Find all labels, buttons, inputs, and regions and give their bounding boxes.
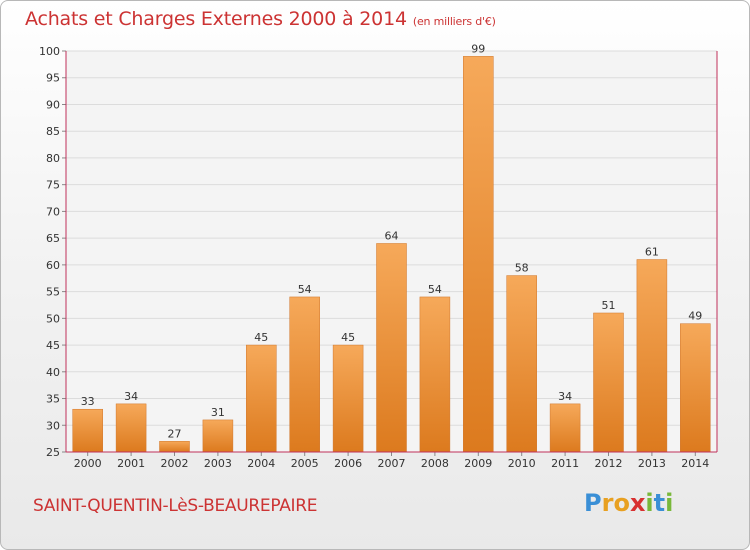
data-label-2012: 51 [602,299,616,312]
x-tick-label-2013: 2013 [638,457,666,470]
x-tick-label-2002: 2002 [161,457,189,470]
y-tick-label: 30 [46,419,60,432]
y-tick-label: 65 [46,232,60,245]
y-tick-label: 85 [46,125,60,138]
x-tick-label-2009: 2009 [464,457,492,470]
bar-2008 [419,296,451,453]
data-label-2006: 45 [341,331,355,344]
logo-letter: i [665,489,674,517]
y-tick-label: 90 [46,98,60,111]
logo-letter: i [645,489,654,517]
bar-2009 [463,56,494,453]
x-tick-label-2014: 2014 [681,457,709,470]
bar-2004 [246,344,277,453]
data-label-2011: 34 [558,390,572,403]
y-tick-label: 70 [46,205,60,218]
y-tick-label: 35 [46,393,60,406]
y-tick-label: 75 [46,179,60,192]
y-tick-label: 100 [39,45,60,58]
data-label-2003: 31 [211,406,225,419]
bar-2002 [159,441,190,453]
x-tick-label-2004: 2004 [247,457,275,470]
bar-2005 [289,296,320,453]
y-tick-label: 50 [46,312,60,325]
data-label-2009: 99 [471,42,485,55]
chart-title-text: Achats et Charges Externes 2000 à 2014 [25,8,407,30]
logo-letter: x [629,489,646,517]
y-tick-label: 40 [46,366,60,379]
bar-2010 [506,275,537,453]
x-tick-label-2007: 2007 [378,457,406,470]
data-label-2000: 33 [81,395,95,408]
data-label-2014: 49 [688,310,702,323]
y-tick-label: 95 [46,72,60,85]
x-tick-label-2006: 2006 [334,457,362,470]
data-label-2005: 54 [298,283,312,296]
bar-2007 [376,243,407,453]
data-label-2010: 58 [515,262,529,275]
logo-letter: r [601,489,614,517]
x-tick-label-2012: 2012 [595,457,623,470]
bar-2011 [549,403,581,453]
y-tick-label: 60 [46,259,60,272]
x-tick-label-2008: 2008 [421,457,449,470]
bar-2006 [332,344,364,453]
data-label-2007: 64 [385,229,399,242]
data-label-2004: 45 [254,331,268,344]
data-label-2013: 61 [645,246,659,259]
x-tick-label-2005: 2005 [291,457,319,470]
x-tick-label-2011: 2011 [551,457,579,470]
logo-letter: P [584,489,602,517]
y-tick-label: 55 [46,286,60,299]
bar-2012 [593,312,624,453]
proxiti-logo: Proxiti [584,489,673,517]
commune-name: SAINT-QUENTIN-LèS-BEAUREPAIRE [33,496,318,516]
data-label-2008: 54 [428,283,442,296]
x-tick-label-2010: 2010 [508,457,536,470]
logo-letter: t [653,489,666,517]
data-label-2002: 27 [168,427,182,440]
logo-letter: o [613,489,630,517]
x-tick-label-2003: 2003 [204,457,232,470]
y-tick-label: 25 [46,446,60,459]
bar-2014 [680,323,711,453]
chart-subtitle: (en milliers d'€) [412,15,496,28]
x-tick-label-2000: 2000 [74,457,102,470]
bar-2000 [72,408,103,453]
chart-title: Achats et Charges Externes 2000 à 2014 (e… [25,8,496,30]
y-tick-label: 45 [46,339,60,352]
x-tick-label-2001: 2001 [117,457,145,470]
data-label-2001: 34 [124,390,138,403]
y-tick-label: 80 [46,152,60,165]
bar-2001 [115,403,147,453]
bar-2013 [636,259,668,453]
bar-2003 [202,419,234,453]
